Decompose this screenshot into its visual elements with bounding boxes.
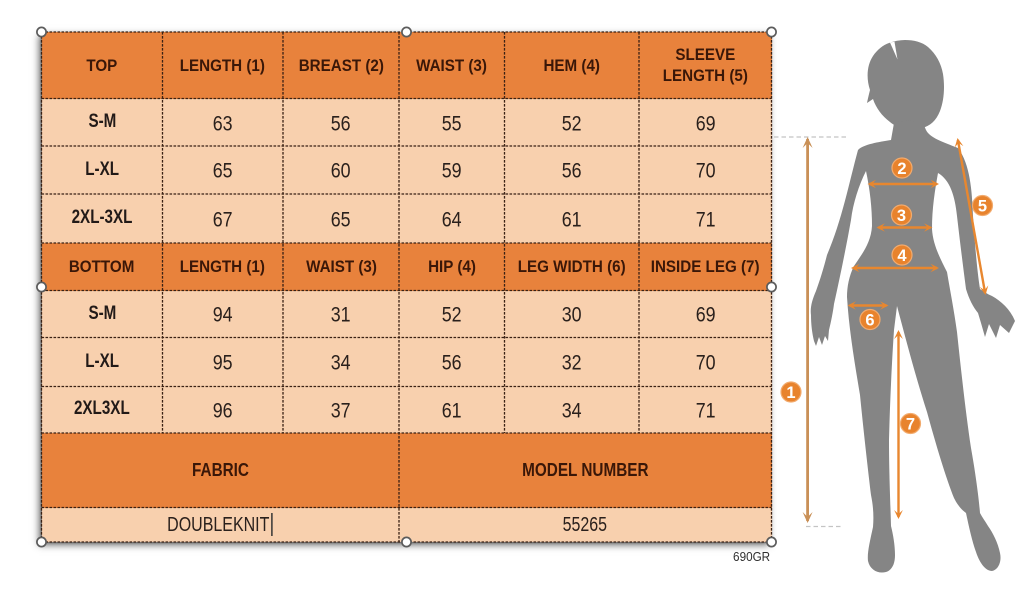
svg-text:2: 2 [897, 160, 906, 178]
svg-text:7: 7 [906, 415, 915, 433]
svg-text:6: 6 [865, 311, 874, 329]
svg-text:4: 4 [897, 247, 907, 265]
svg-text:1: 1 [786, 384, 795, 402]
svg-text:5: 5 [978, 197, 987, 215]
svg-text:3: 3 [897, 207, 906, 225]
